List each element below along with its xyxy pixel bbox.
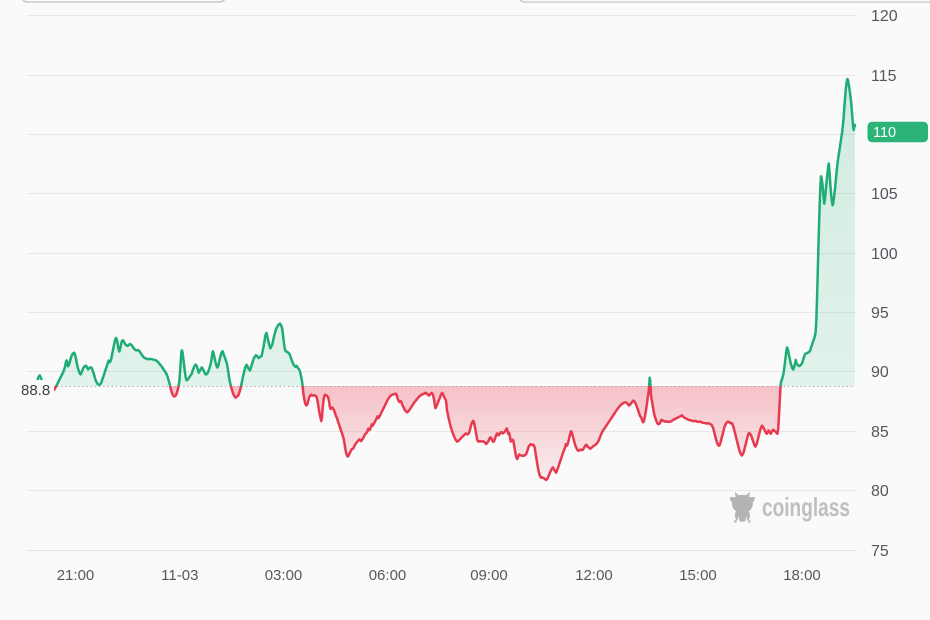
svg-text:95: 95 xyxy=(871,305,889,322)
svg-text:03:00: 03:00 xyxy=(265,567,303,584)
svg-text:105: 105 xyxy=(871,186,898,203)
svg-text:115: 115 xyxy=(871,68,897,85)
svg-text:15:00: 15:00 xyxy=(679,567,717,584)
svg-text:coinglass: coinglass xyxy=(762,492,850,522)
svg-text:90: 90 xyxy=(871,364,889,381)
svg-text:110: 110 xyxy=(873,125,896,141)
svg-text:75: 75 xyxy=(871,543,889,560)
svg-text:85: 85 xyxy=(871,424,889,441)
svg-text:80: 80 xyxy=(871,483,889,500)
svg-text:21:00: 21:00 xyxy=(57,567,95,584)
svg-text:100: 100 xyxy=(871,246,898,263)
svg-text:09:00: 09:00 xyxy=(470,567,508,584)
svg-text:06:00: 06:00 xyxy=(369,567,407,584)
svg-text:88.8: 88.8 xyxy=(21,382,50,399)
svg-text:12:00: 12:00 xyxy=(575,567,613,584)
svg-text:120: 120 xyxy=(871,8,898,25)
svg-text:18:00: 18:00 xyxy=(783,567,821,584)
svg-text:11-03: 11-03 xyxy=(161,567,198,584)
